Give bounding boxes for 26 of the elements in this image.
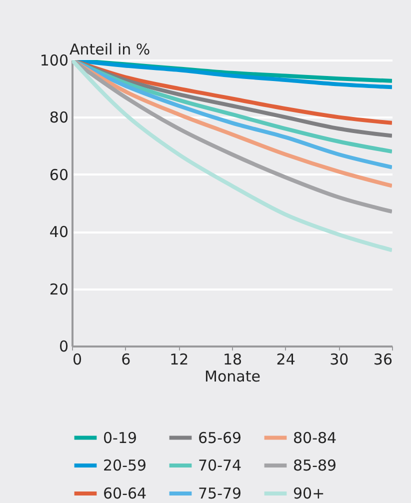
x-tick-label: 6 [121, 350, 131, 368]
x-tick-label: 12 [170, 350, 189, 368]
y-tick-label: 60 [49, 166, 68, 184]
legend-label: 65-69 [198, 428, 242, 447]
x-tick-label: 24 [276, 350, 296, 368]
y-tick-label: 20 [49, 280, 68, 298]
y-tick-label: 100 [40, 52, 68, 70]
legend-label: 80-84 [293, 428, 337, 447]
y-axis-title: Anteil in % [70, 40, 150, 58]
legend-label: 85-89 [293, 456, 337, 474]
y-tick-label: 0 [58, 338, 68, 356]
legend-label: 60-64 [103, 484, 147, 502]
legend-label: 0-19 [103, 428, 138, 447]
line-series [72, 60, 392, 214]
line-series [72, 60, 392, 252]
y-tick-label: 80 [49, 108, 68, 127]
legend-label: 70-74 [198, 456, 242, 474]
x-tick-label: 0 [72, 350, 82, 368]
legend-label: 20-59 [103, 456, 147, 474]
x-tick-label: 18 [222, 350, 242, 368]
y-tick-label: 40 [49, 223, 68, 242]
x-axis-title: Monate [204, 368, 260, 386]
legend-label: 90+ [293, 484, 325, 502]
legend-label: 75-79 [198, 484, 242, 502]
x-tick-label: 36 [373, 350, 392, 368]
x-tick-label: 30 [330, 350, 349, 368]
